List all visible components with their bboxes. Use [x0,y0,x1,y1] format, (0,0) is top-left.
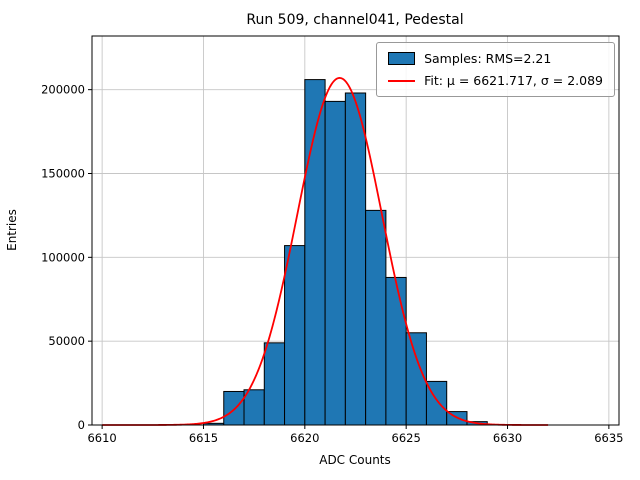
chart-title: Run 509, channel041, Pedestal [246,12,463,28]
svg-text:6610: 6610 [87,431,116,445]
svg-text:150000: 150000 [41,166,85,180]
svg-text:6620: 6620 [290,431,319,445]
svg-text:200000: 200000 [41,83,85,97]
y-axis-label: Entries [5,209,19,251]
x-axis-label: ADC Counts [319,453,391,467]
svg-text:6635: 6635 [594,431,623,445]
legend-item-fit: Fit: μ = 6621.717, σ = 2.089 [388,73,603,88]
fit-line-swatch-icon [388,79,416,82]
svg-text:0: 0 [78,418,85,432]
svg-text:6630: 6630 [493,431,522,445]
legend: Samples: RMS=2.21 Fit: μ = 6621.717, σ =… [376,42,615,97]
svg-text:6625: 6625 [392,431,421,445]
svg-text:50000: 50000 [48,334,85,348]
chart-layer: 6610 6615 6620 6625 6630 6635 0 50000 100000 1500… [41,35,624,445]
svg-text:100000: 100000 [41,250,85,264]
legend-item-samples: Samples: RMS=2.21 [388,51,603,66]
histogram-swatch-icon [388,52,416,65]
legend-label-samples: Samples: RMS=2.21 [424,51,552,66]
legend-label-fit: Fit: μ = 6621.717, σ = 2.089 [424,73,603,88]
svg-text:6615: 6615 [189,431,218,445]
